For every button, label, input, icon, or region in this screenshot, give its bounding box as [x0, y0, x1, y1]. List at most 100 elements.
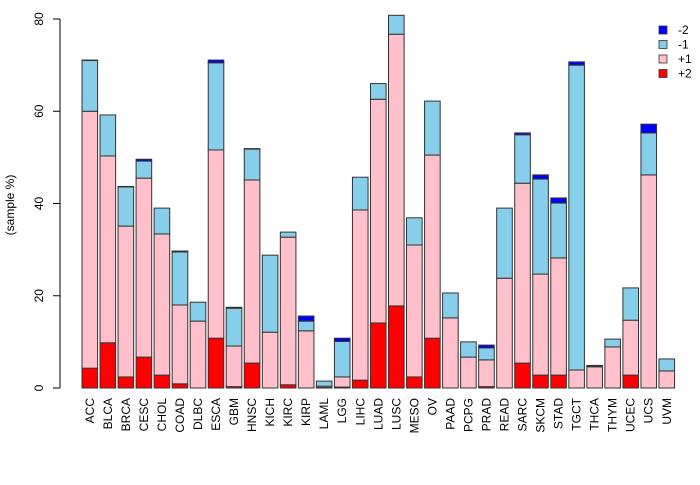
bar-segment-acc-minus1: [82, 61, 98, 112]
bar-segment-hnsc-plus2: [244, 363, 260, 388]
bar-segment-skcm-minus1: [533, 179, 549, 274]
legend-label: -1: [678, 38, 689, 52]
x-tick-label: LUAD: [371, 398, 385, 430]
bar-segment-kirc-minus1: [280, 232, 296, 237]
bar-segment-kirp-minus1: [298, 321, 314, 331]
legend-label: -2: [678, 23, 689, 37]
bar-segment-coad-plus2: [172, 384, 188, 388]
bar-segment-prad-plus1: [479, 360, 495, 387]
bar-segment-gbm-plus1: [226, 346, 242, 387]
bar-segment-stad-minus1: [551, 203, 567, 258]
bar-segment-cesc-plus2: [136, 357, 152, 388]
x-tick-label: OV: [425, 398, 439, 415]
y-tick-label: 20: [32, 289, 46, 303]
bar-segment-lusc-plus2: [389, 306, 405, 388]
bar-segment-kirc-plus1: [280, 237, 296, 385]
bar-segment-thca-plus1: [587, 367, 603, 388]
bar-segment-brca-plus2: [118, 377, 134, 388]
bar-segment-meso-plus2: [407, 377, 423, 388]
bar-segment-luad-minus1: [370, 84, 386, 100]
y-tick-label: 40: [32, 197, 46, 211]
bar-segment-coad-minus2: [172, 251, 188, 252]
x-tick-label: BRCA: [119, 398, 133, 431]
x-tick-label: KIRP: [299, 398, 313, 426]
bar-segment-brca-plus1: [118, 226, 134, 377]
bar-segment-dlbc-minus1: [190, 302, 206, 321]
bar-segment-kirp-minus2: [298, 316, 314, 321]
legend: -2-1+1+2: [659, 23, 692, 81]
x-tick-label: UCS: [642, 398, 656, 423]
bar-segment-chol-minus1: [154, 208, 170, 234]
y-tick-label: 60: [32, 104, 46, 118]
bar-segment-lusc-plus1: [389, 34, 405, 306]
bar-segment-acc-plus1: [82, 111, 98, 368]
bar-segment-sarc-minus2: [515, 133, 531, 135]
bar-segment-lihc-plus2: [352, 380, 368, 388]
y-tick-label: 0: [32, 384, 46, 391]
bar-segment-cesc-plus1: [136, 178, 152, 357]
bar-segment-ucec-plus2: [623, 375, 639, 388]
bar-segment-read-plus1: [497, 278, 513, 388]
x-tick-label: ACC: [83, 398, 97, 424]
x-tick-label: PRAD: [479, 398, 493, 432]
bar-segment-cesc-minus2: [136, 159, 152, 161]
bar-segment-kich-minus1: [262, 255, 278, 332]
bar-segment-tgct-minus1: [569, 65, 585, 370]
bar-segment-sarc-plus2: [515, 363, 531, 388]
x-tick-label: DLBC: [191, 398, 205, 430]
bar-segment-lgg-minus2: [334, 338, 350, 341]
bar-segment-thca-minus2: [587, 365, 603, 366]
bar-segment-luad-plus1: [370, 99, 386, 323]
x-tick-label: READ: [497, 398, 511, 432]
bar-segment-tgct-minus2: [569, 62, 585, 65]
x-tick-label: KIRC: [281, 398, 295, 427]
bar-segment-stad-plus1: [551, 258, 567, 375]
x-tick-label: PAAD: [443, 398, 457, 430]
bar-segment-chol-plus2: [154, 375, 170, 388]
bar-segment-read-minus1: [497, 208, 513, 278]
bar-segment-prad-minus2: [479, 345, 495, 348]
x-tick-label: LAML: [317, 398, 331, 430]
bar-segment-lihc-plus1: [352, 210, 368, 380]
bar-segment-coad-plus1: [172, 305, 188, 384]
bar-segment-ucec-minus1: [623, 288, 639, 320]
bar-segment-kich-plus1: [262, 332, 278, 388]
x-tick-label: TGCT: [570, 397, 584, 430]
x-tick-label: GBM: [227, 398, 241, 425]
bar-segment-skcm-plus2: [533, 375, 549, 388]
bar-segment-hnsc-minus1: [244, 149, 260, 180]
bar-segment-gbm-minus2: [226, 307, 242, 308]
bar-segment-ucec-plus1: [623, 320, 639, 375]
bar-segment-luad-plus2: [370, 323, 386, 388]
bar-segment-sarc-minus1: [515, 135, 531, 183]
bar-segment-stad-plus2: [551, 375, 567, 388]
legend-swatch: [659, 70, 667, 78]
bar-segment-thym-minus1: [605, 339, 621, 347]
bar-segment-lusc-minus1: [389, 15, 405, 34]
x-tick-label: SKCM: [534, 398, 548, 433]
x-tick-label: THCA: [588, 398, 602, 431]
bar-segment-esca-minus2: [208, 60, 224, 63]
bars: [82, 15, 675, 388]
bar-segment-ov-minus1: [425, 101, 441, 155]
x-tick-label: STAD: [552, 398, 566, 429]
bar-segment-lgg-plus1: [334, 377, 350, 387]
x-tick-label: UCEC: [624, 398, 638, 432]
bar-segment-ucs-minus2: [641, 124, 657, 133]
bar-segment-hnsc-plus1: [244, 180, 260, 363]
bar-segment-pcpg-plus1: [461, 357, 477, 388]
bar-segment-chol-plus1: [154, 234, 170, 375]
bar-segment-skcm-plus1: [533, 274, 549, 375]
bar-segment-brca-minus1: [118, 187, 134, 226]
x-tick-label: ESCA: [209, 398, 223, 431]
bar-segment-lgg-minus1: [334, 341, 350, 377]
bar-segment-blca-minus1: [100, 115, 116, 156]
bar-segment-uvm-plus1: [659, 371, 675, 388]
bar-segment-thym-plus1: [605, 347, 621, 388]
bar-segment-laml-minus1: [316, 381, 332, 386]
bar-segment-kirp-plus1: [298, 331, 314, 388]
x-tick-label: UVM: [660, 398, 674, 425]
x-tick-label: LGG: [335, 398, 349, 423]
